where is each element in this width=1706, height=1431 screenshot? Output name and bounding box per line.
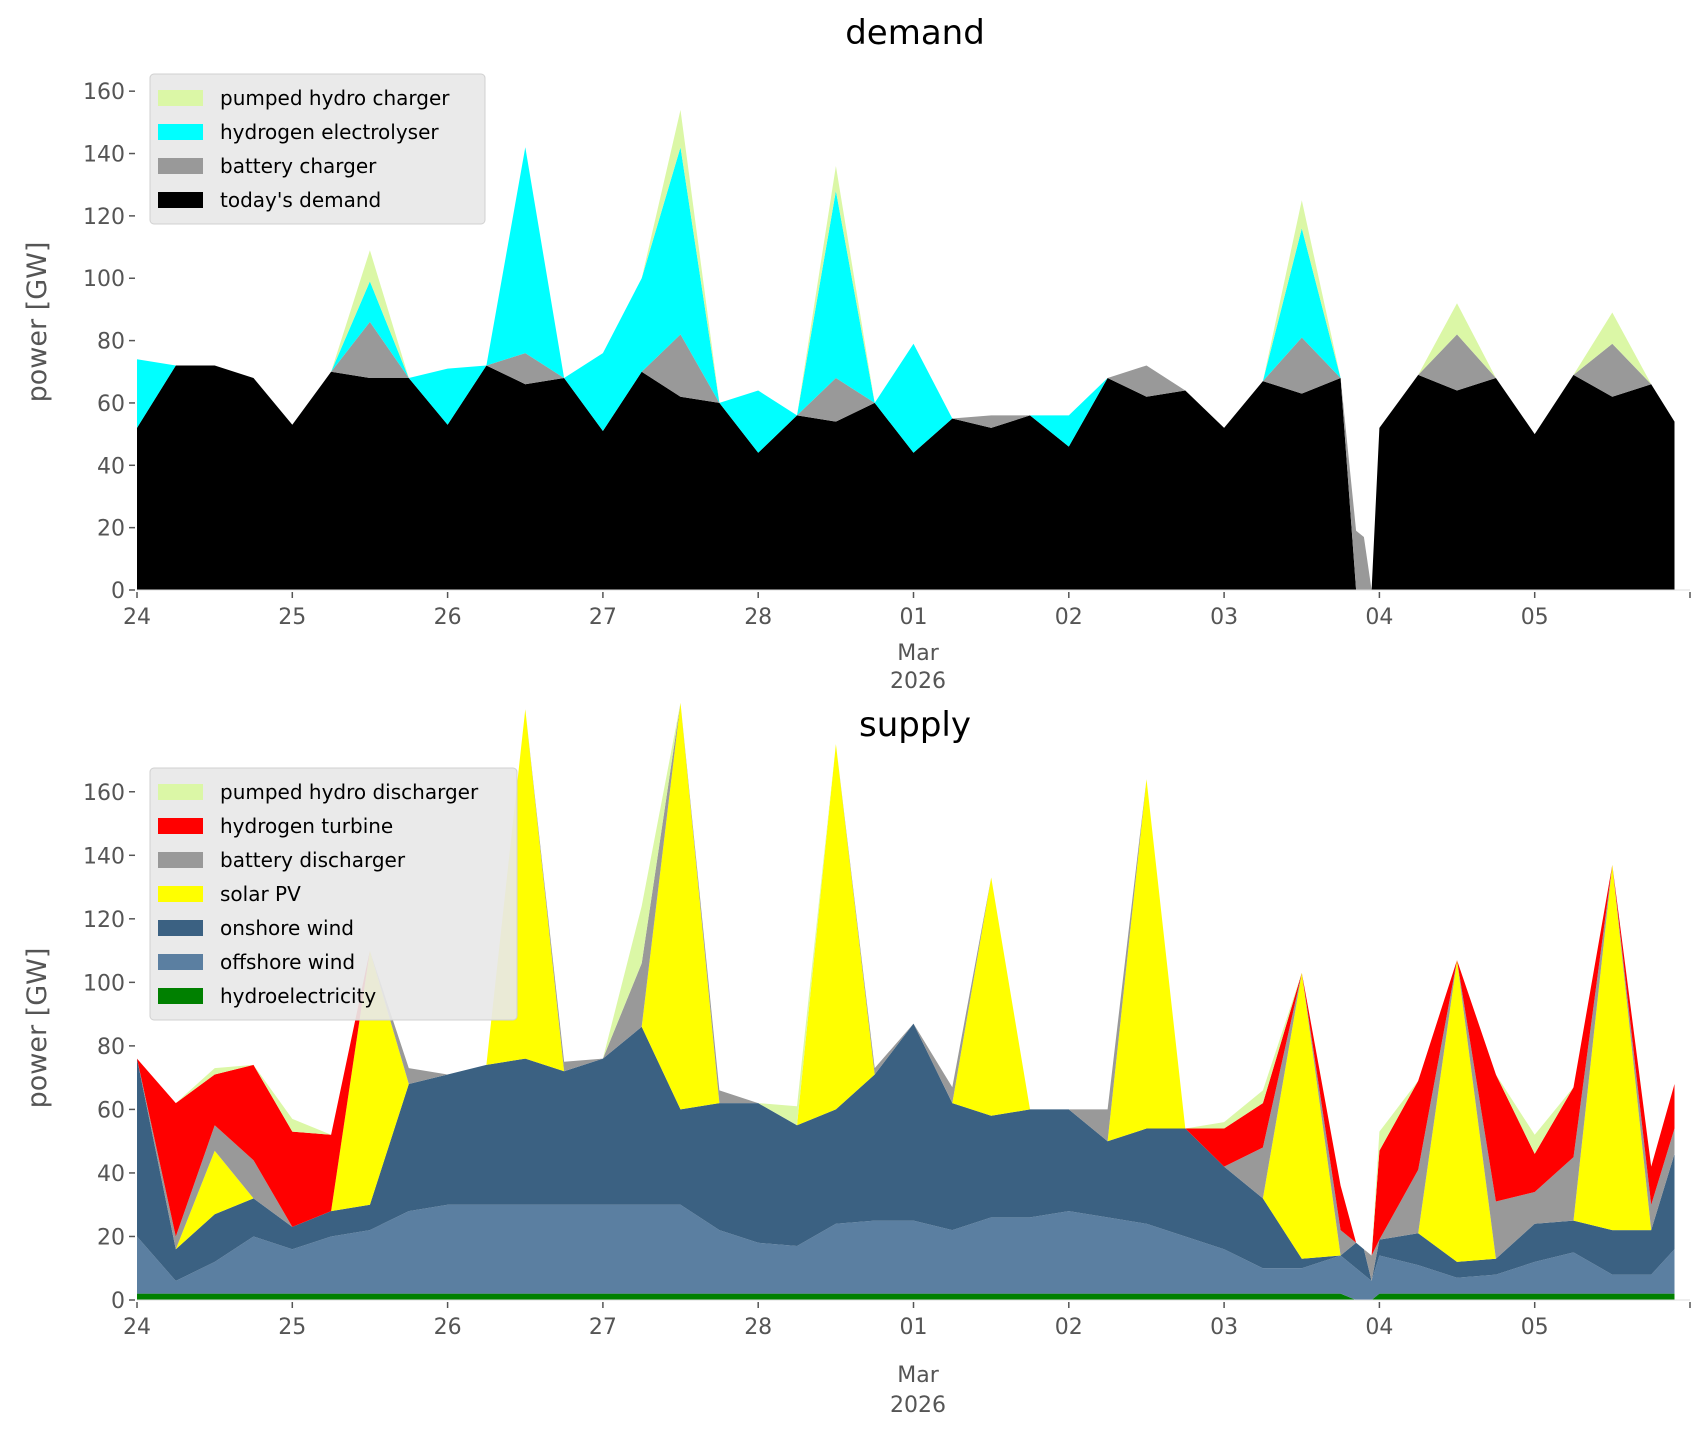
demand-y-label: power [GW] xyxy=(22,242,53,403)
supply-y-label: power [GW] xyxy=(22,948,53,1109)
y-tick-label: 20 xyxy=(97,517,125,542)
x-tick-label: 27 xyxy=(589,605,617,630)
legend-box xyxy=(149,73,486,225)
y-tick-label: 100 xyxy=(83,971,125,996)
y-tick-label: 40 xyxy=(97,1162,125,1187)
area-today-s-demand xyxy=(137,365,1675,590)
legend-swatch xyxy=(158,192,203,208)
legend-label: pumped hydro discharger xyxy=(220,780,479,804)
legend-label: solar PV xyxy=(220,882,301,906)
y-tick-label: 60 xyxy=(97,1098,125,1123)
y-tick-label: 80 xyxy=(97,330,125,355)
legend-swatch xyxy=(158,920,203,936)
supply-x-year: 2026 xyxy=(890,1393,946,1418)
demand-x-month: Mar xyxy=(897,641,939,666)
x-tick-label: 26 xyxy=(434,605,462,630)
demand-y-axis: 0 20 40 60 80 100 120 140 160 xyxy=(83,80,135,604)
x-tick-label: 04 xyxy=(1365,605,1393,630)
y-tick-label: 20 xyxy=(97,1225,125,1250)
y-tick-label: 160 xyxy=(83,781,125,806)
supply-areas xyxy=(137,702,1675,1300)
x-tick-label: 26 xyxy=(434,1315,462,1340)
legend-swatch xyxy=(158,988,203,1004)
y-tick-label: 40 xyxy=(97,454,125,479)
legend-label: pumped hydro charger xyxy=(220,86,450,110)
x-tick-label: 28 xyxy=(744,605,772,630)
x-tick-label: 24 xyxy=(123,605,151,630)
x-tick-label: 28 xyxy=(744,1315,772,1340)
legend-label: hydrogen turbine xyxy=(220,814,393,838)
legend-label: hydrogen electrolyser xyxy=(220,120,439,144)
area-hydroelectricity xyxy=(137,1293,1675,1300)
demand-x-year: 2026 xyxy=(890,669,946,694)
supply-y-axis: 0 20 40 60 80 100 120 140 160 xyxy=(83,781,135,1314)
area-onshore-wind xyxy=(137,1023,1675,1281)
x-tick-label: 25 xyxy=(278,605,306,630)
supply-x-axis: 24 25 26 27 28 01 02 03 04 05 xyxy=(123,1299,1691,1340)
x-tick-label: 05 xyxy=(1521,1315,1549,1340)
legend-swatch xyxy=(158,852,203,868)
area-hydrogen-electrolyser xyxy=(137,147,1675,591)
x-tick-label: 01 xyxy=(900,605,928,630)
demand-title: demand xyxy=(845,13,985,53)
legend-label: battery charger xyxy=(220,154,377,178)
legend-box xyxy=(149,767,518,1021)
x-tick-label: 25 xyxy=(278,1315,306,1340)
y-tick-label: 0 xyxy=(111,1289,125,1314)
y-tick-label: 80 xyxy=(97,1035,125,1060)
y-tick-label: 140 xyxy=(83,844,125,869)
demand-legend: pumped hydro charger hydrogen electrolyse… xyxy=(149,73,486,225)
x-tick-label: 01 xyxy=(900,1315,928,1340)
x-tick-label: 27 xyxy=(589,1315,617,1340)
legend-label: today's demand xyxy=(220,188,381,212)
x-tick-label: 05 xyxy=(1521,605,1549,630)
x-tick-label: 03 xyxy=(1210,1315,1238,1340)
legend-swatch xyxy=(158,90,203,106)
legend-label: hydroelectricity xyxy=(220,984,376,1008)
x-tick-label: 03 xyxy=(1210,605,1238,630)
x-tick-label: 02 xyxy=(1055,605,1083,630)
legend-label: offshore wind xyxy=(220,950,355,974)
x-tick-label: 04 xyxy=(1365,1315,1393,1340)
area-battery-charger xyxy=(137,321,1675,590)
y-tick-label: 100 xyxy=(83,267,125,292)
demand-x-axis: 24 25 26 27 28 01 02 03 04 05 xyxy=(123,589,1691,630)
demand-areas xyxy=(137,109,1675,591)
y-tick-label: 120 xyxy=(83,205,125,230)
x-tick-label: 02 xyxy=(1055,1315,1083,1340)
y-tick-label: 120 xyxy=(83,908,125,933)
legend-label: onshore wind xyxy=(220,916,354,940)
legend-swatch xyxy=(158,954,203,970)
area-hydrogen-turbine xyxy=(137,702,1675,1256)
legend-label: battery discharger xyxy=(220,848,406,872)
y-tick-label: 140 xyxy=(83,143,125,168)
legend-swatch xyxy=(158,886,203,902)
supply-title: supply xyxy=(859,705,971,745)
supply-legend: pumped hydro discharger hydrogen turbine b… xyxy=(149,767,518,1021)
legend-swatch xyxy=(158,784,203,800)
legend-swatch xyxy=(158,158,203,174)
x-tick-label: 24 xyxy=(123,1315,151,1340)
y-tick-label: 60 xyxy=(97,392,125,417)
legend-swatch xyxy=(158,818,203,834)
area-solar-pv xyxy=(137,702,1675,1281)
area-battery-discharger xyxy=(137,702,1675,1281)
y-tick-label: 0 xyxy=(111,579,125,604)
y-tick-label: 160 xyxy=(83,80,125,105)
supply-x-month: Mar xyxy=(897,1363,939,1388)
area-offshore-wind xyxy=(137,1204,1675,1300)
legend-swatch xyxy=(158,124,203,140)
